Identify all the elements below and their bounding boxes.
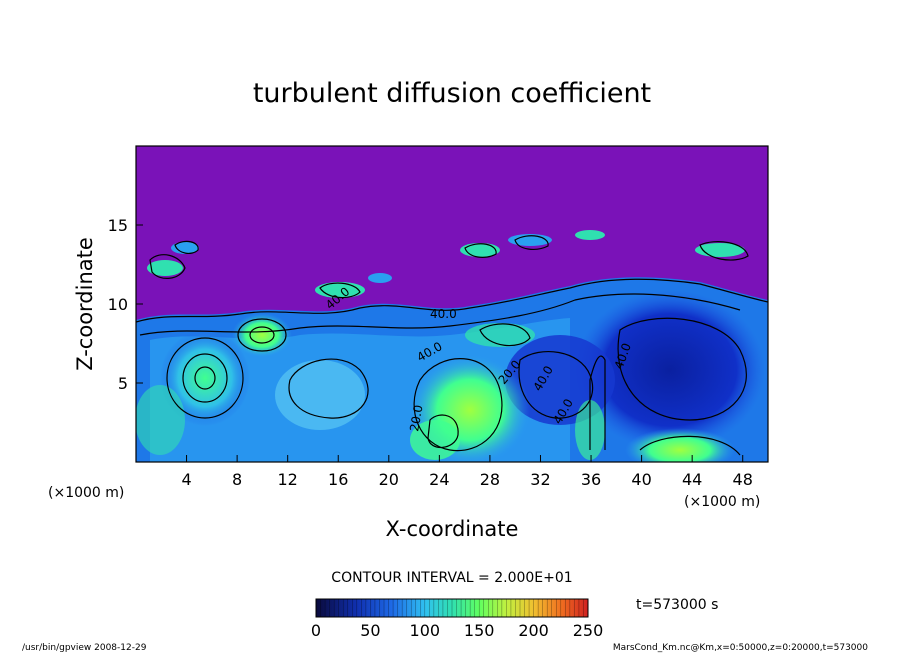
- colorbar-tick-label: 0: [311, 621, 321, 640]
- x-tick-label: 4: [181, 470, 191, 489]
- x-tick-label: 8: [232, 470, 242, 489]
- colorbar-tick-label: 50: [360, 621, 380, 640]
- contour-label: 20.0: [407, 404, 425, 433]
- colorbar-tick-label: 250: [573, 621, 604, 640]
- x-tick-label: 36: [581, 470, 601, 489]
- y-tick-label: 10: [108, 295, 128, 314]
- y-tick-label: 5: [118, 374, 128, 393]
- x-tick-label: 16: [328, 470, 348, 489]
- y-axis-label: Z-coordinate: [73, 237, 97, 371]
- x-tick-label: 24: [429, 470, 449, 489]
- x-tick-label: 12: [278, 470, 298, 489]
- x-tick-label: 40: [631, 470, 651, 489]
- x-tick-label: 44: [682, 470, 702, 489]
- x-tick-label: 20: [379, 470, 399, 489]
- y-tick-label: 15: [108, 216, 128, 235]
- heatmap-field: 40.0 40.0 40.0 40.0 40.0 40.0 20.0 20.0: [136, 146, 768, 462]
- colorbar-tick-label: 100: [410, 621, 441, 640]
- x-axis-label: X-coordinate: [386, 517, 519, 541]
- contour-interval: CONTOUR INTERVAL = 2.000E+01: [331, 570, 572, 586]
- time-label: t=573000 s: [636, 597, 718, 613]
- x-unit-label: (×1000 m): [684, 494, 760, 510]
- colorbar-tick-label: 150: [464, 621, 495, 640]
- footer-left: /usr/bin/gpview 2008-12-29: [22, 643, 147, 653]
- colorbar-bands: [320, 599, 584, 617]
- y-unit-label: (×1000 m): [48, 485, 124, 501]
- chart-title: turbulent diffusion coefficient: [253, 78, 651, 109]
- x-tick-label: 32: [530, 470, 550, 489]
- contour-label: 40.0: [430, 307, 457, 321]
- y-axis-ticks: 5 10 15: [108, 216, 143, 393]
- colorbar-ticks: 0 50 100 150 200 250: [311, 621, 603, 640]
- x-tick-label: 28: [480, 470, 500, 489]
- x-axis-ticks: 4 8 12 16 20 24 28 32 36 40 44 48: [181, 455, 753, 489]
- x-tick-label: 48: [733, 470, 753, 489]
- footer-right: MarsCond_Km.nc@Km,x=0:50000,z=0:20000,t=…: [613, 643, 868, 653]
- colorbar-tick-label: 200: [518, 621, 549, 640]
